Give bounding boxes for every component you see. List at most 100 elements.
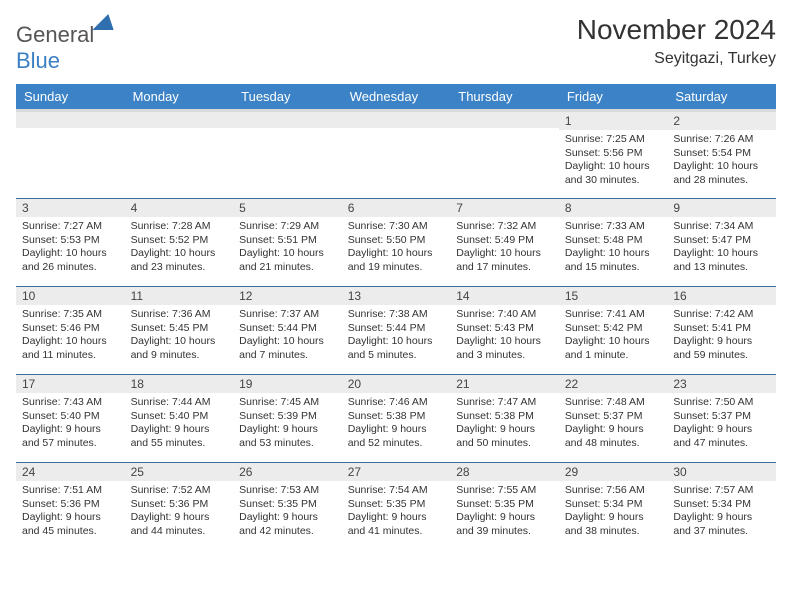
daylight-text: Daylight: 9 hours and 52 minutes. [348, 423, 445, 450]
title-block: November 2024 Seyitgazi, Turkey [577, 14, 776, 68]
day-number [450, 112, 559, 128]
calendar-cell: 1Sunrise: 7:25 AMSunset: 5:56 PMDaylight… [559, 111, 668, 199]
calendar-cell: 5Sunrise: 7:29 AMSunset: 5:51 PMDaylight… [233, 199, 342, 287]
sunrise-text: Sunrise: 7:38 AM [348, 308, 445, 322]
sunrise-text: Sunrise: 7:46 AM [348, 396, 445, 410]
day-details: Sunrise: 7:38 AMSunset: 5:44 PMDaylight:… [342, 305, 451, 367]
day-number: 12 [233, 287, 342, 305]
brand-name-part1: General [16, 22, 94, 47]
day-details: Sunrise: 7:28 AMSunset: 5:52 PMDaylight:… [125, 217, 234, 279]
calendar-cell: 13Sunrise: 7:38 AMSunset: 5:44 PMDayligh… [342, 287, 451, 375]
day-number: 30 [667, 463, 776, 481]
sunset-text: Sunset: 5:40 PM [131, 410, 228, 424]
day-number: 21 [450, 375, 559, 393]
day-details: Sunrise: 7:29 AMSunset: 5:51 PMDaylight:… [233, 217, 342, 279]
calendar-cell: 26Sunrise: 7:53 AMSunset: 5:35 PMDayligh… [233, 463, 342, 551]
daylight-text: Daylight: 9 hours and 45 minutes. [22, 511, 119, 538]
daylight-text: Daylight: 9 hours and 50 minutes. [456, 423, 553, 450]
sunrise-text: Sunrise: 7:40 AM [456, 308, 553, 322]
day-details: Sunrise: 7:26 AMSunset: 5:54 PMDaylight:… [667, 130, 776, 192]
sunset-text: Sunset: 5:38 PM [348, 410, 445, 424]
calendar-cell: 7Sunrise: 7:32 AMSunset: 5:49 PMDaylight… [450, 199, 559, 287]
day-number [233, 112, 342, 128]
calendar-cell: 6Sunrise: 7:30 AMSunset: 5:50 PMDaylight… [342, 199, 451, 287]
sunset-text: Sunset: 5:45 PM [131, 322, 228, 336]
day-number: 27 [342, 463, 451, 481]
weekday-header-row: Sunday Monday Tuesday Wednesday Thursday… [16, 84, 776, 111]
calendar-cell: 8Sunrise: 7:33 AMSunset: 5:48 PMDaylight… [559, 199, 668, 287]
weekday-tuesday: Tuesday [233, 84, 342, 111]
day-number: 29 [559, 463, 668, 481]
sunrise-text: Sunrise: 7:30 AM [348, 220, 445, 234]
day-details: Sunrise: 7:44 AMSunset: 5:40 PMDaylight:… [125, 393, 234, 455]
day-details: Sunrise: 7:36 AMSunset: 5:45 PMDaylight:… [125, 305, 234, 367]
day-details: Sunrise: 7:43 AMSunset: 5:40 PMDaylight:… [16, 393, 125, 455]
day-number: 17 [16, 375, 125, 393]
daylight-text: Daylight: 10 hours and 21 minutes. [239, 247, 336, 274]
weekday-saturday: Saturday [667, 84, 776, 111]
sunset-text: Sunset: 5:44 PM [348, 322, 445, 336]
sunrise-text: Sunrise: 7:44 AM [131, 396, 228, 410]
day-details: Sunrise: 7:51 AMSunset: 5:36 PMDaylight:… [16, 481, 125, 543]
calendar-cell: 3Sunrise: 7:27 AMSunset: 5:53 PMDaylight… [16, 199, 125, 287]
day-number: 10 [16, 287, 125, 305]
daylight-text: Daylight: 10 hours and 30 minutes. [565, 160, 662, 187]
sunset-text: Sunset: 5:43 PM [456, 322, 553, 336]
sunrise-text: Sunrise: 7:29 AM [239, 220, 336, 234]
day-number: 5 [233, 199, 342, 217]
daylight-text: Daylight: 10 hours and 9 minutes. [131, 335, 228, 362]
day-details: Sunrise: 7:55 AMSunset: 5:35 PMDaylight:… [450, 481, 559, 543]
sunrise-text: Sunrise: 7:27 AM [22, 220, 119, 234]
daylight-text: Daylight: 10 hours and 7 minutes. [239, 335, 336, 362]
day-number: 26 [233, 463, 342, 481]
calendar-cell: 17Sunrise: 7:43 AMSunset: 5:40 PMDayligh… [16, 375, 125, 463]
day-details: Sunrise: 7:25 AMSunset: 5:56 PMDaylight:… [559, 130, 668, 192]
sunset-text: Sunset: 5:44 PM [239, 322, 336, 336]
daylight-text: Daylight: 10 hours and 1 minute. [565, 335, 662, 362]
calendar-cell: 21Sunrise: 7:47 AMSunset: 5:38 PMDayligh… [450, 375, 559, 463]
day-details: Sunrise: 7:27 AMSunset: 5:53 PMDaylight:… [16, 217, 125, 279]
calendar-cell: 23Sunrise: 7:50 AMSunset: 5:37 PMDayligh… [667, 375, 776, 463]
day-number: 28 [450, 463, 559, 481]
day-number: 6 [342, 199, 451, 217]
sunrise-text: Sunrise: 7:36 AM [131, 308, 228, 322]
calendar-cell: 20Sunrise: 7:46 AMSunset: 5:38 PMDayligh… [342, 375, 451, 463]
sunrise-text: Sunrise: 7:43 AM [22, 396, 119, 410]
calendar-cell: 11Sunrise: 7:36 AMSunset: 5:45 PMDayligh… [125, 287, 234, 375]
day-details: Sunrise: 7:45 AMSunset: 5:39 PMDaylight:… [233, 393, 342, 455]
calendar-week: 1Sunrise: 7:25 AMSunset: 5:56 PMDaylight… [16, 111, 776, 199]
header: GeneralBlue November 2024 Seyitgazi, Tur… [16, 14, 776, 74]
daylight-text: Daylight: 10 hours and 26 minutes. [22, 247, 119, 274]
day-number: 3 [16, 199, 125, 217]
day-details: Sunrise: 7:57 AMSunset: 5:34 PMDaylight:… [667, 481, 776, 543]
sunset-text: Sunset: 5:40 PM [22, 410, 119, 424]
calendar-cell [125, 111, 234, 199]
day-number: 9 [667, 199, 776, 217]
sunset-text: Sunset: 5:48 PM [565, 234, 662, 248]
sunset-text: Sunset: 5:39 PM [239, 410, 336, 424]
daylight-text: Daylight: 9 hours and 42 minutes. [239, 511, 336, 538]
sunset-text: Sunset: 5:41 PM [673, 322, 770, 336]
weekday-friday: Friday [559, 84, 668, 111]
daylight-text: Daylight: 9 hours and 44 minutes. [131, 511, 228, 538]
calendar-cell [233, 111, 342, 199]
sunset-text: Sunset: 5:35 PM [456, 498, 553, 512]
sunset-text: Sunset: 5:52 PM [131, 234, 228, 248]
sunrise-text: Sunrise: 7:26 AM [673, 133, 770, 147]
calendar-cell [450, 111, 559, 199]
daylight-text: Daylight: 9 hours and 47 minutes. [673, 423, 770, 450]
calendar-cell: 24Sunrise: 7:51 AMSunset: 5:36 PMDayligh… [16, 463, 125, 551]
calendar-cell [16, 111, 125, 199]
sunrise-text: Sunrise: 7:34 AM [673, 220, 770, 234]
sunrise-text: Sunrise: 7:54 AM [348, 484, 445, 498]
daylight-text: Daylight: 9 hours and 48 minutes. [565, 423, 662, 450]
daylight-text: Daylight: 10 hours and 28 minutes. [673, 160, 770, 187]
sunrise-text: Sunrise: 7:50 AM [673, 396, 770, 410]
calendar-cell: 2Sunrise: 7:26 AMSunset: 5:54 PMDaylight… [667, 111, 776, 199]
daylight-text: Daylight: 9 hours and 59 minutes. [673, 335, 770, 362]
daylight-text: Daylight: 9 hours and 38 minutes. [565, 511, 662, 538]
day-details: Sunrise: 7:46 AMSunset: 5:38 PMDaylight:… [342, 393, 451, 455]
daylight-text: Daylight: 9 hours and 37 minutes. [673, 511, 770, 538]
calendar-week: 10Sunrise: 7:35 AMSunset: 5:46 PMDayligh… [16, 287, 776, 375]
day-number: 11 [125, 287, 234, 305]
